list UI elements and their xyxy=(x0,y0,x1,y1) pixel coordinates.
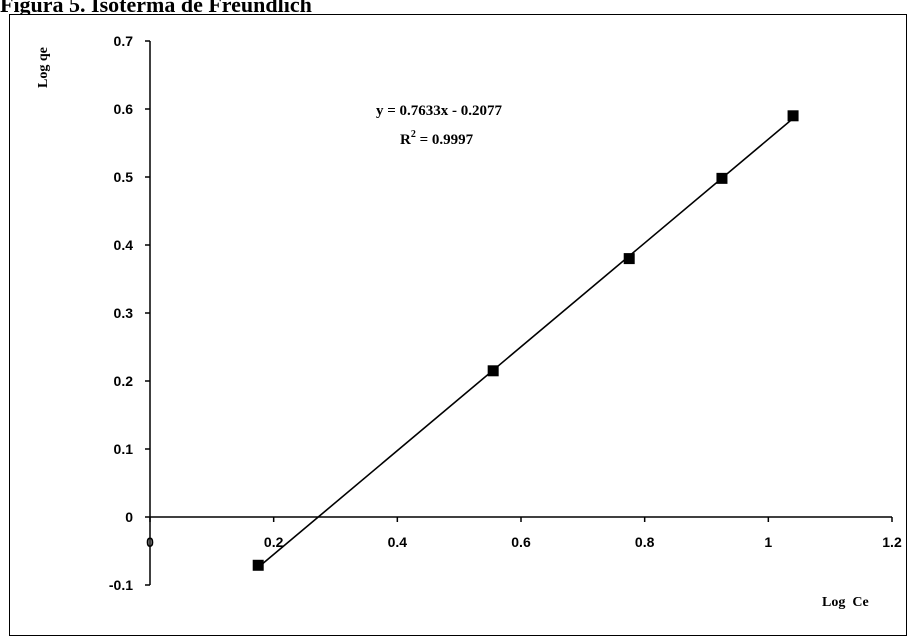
r-squared-label: R2 = 0.9997 xyxy=(400,129,474,148)
x-tick-label: 0.6 xyxy=(511,534,531,550)
x-tick-label: 0.8 xyxy=(635,534,655,550)
y-tick-label: 0.4 xyxy=(114,237,134,253)
data-point xyxy=(623,253,635,265)
y-tick-label: 0.7 xyxy=(114,33,134,49)
r-squared-superscript: 2 xyxy=(411,129,416,140)
y-axis-label: Log qe xyxy=(36,47,51,88)
tick-labels: -0.1 0 0.1 0.2 0.3 0.4 0.5 0.6 0.7 0 0.2 0.4 0.6 0.8 1… xyxy=(109,33,902,593)
trendline-line xyxy=(257,117,794,569)
y-tick-label: 0 xyxy=(125,509,133,525)
axes xyxy=(145,40,893,586)
x-tick-label: 1.2 xyxy=(882,534,902,550)
data-point xyxy=(487,365,499,377)
x-axis-label: Log Ce xyxy=(822,595,869,610)
data-point xyxy=(252,559,264,571)
y-tick-label: 0.5 xyxy=(114,169,134,185)
data-point xyxy=(787,110,799,122)
trendline-equation: y = 0.7633x - 0.2077 xyxy=(376,103,503,119)
y-tick-label: 0.6 xyxy=(114,101,134,117)
y-tick-label: 0.1 xyxy=(114,441,134,457)
x-tick-label: 0.2 xyxy=(264,534,284,550)
figure-caption: Figura 5. Isoterma de Freundlich xyxy=(0,0,312,17)
trendline xyxy=(257,117,794,569)
data-points xyxy=(252,110,799,571)
x-tick-label: 0.4 xyxy=(388,534,408,550)
y-tick-label: 0.3 xyxy=(114,305,134,321)
r-squared-prefix: R xyxy=(400,132,411,148)
x-tick-label: 0 xyxy=(146,534,154,550)
r-squared-value: = 0.9997 xyxy=(416,132,474,148)
x-tick-label: 1 xyxy=(764,534,772,550)
data-point xyxy=(716,172,728,184)
chart-frame xyxy=(9,14,907,636)
y-tick-label: -0.1 xyxy=(109,577,133,593)
y-tick-label: 0.2 xyxy=(114,373,134,389)
